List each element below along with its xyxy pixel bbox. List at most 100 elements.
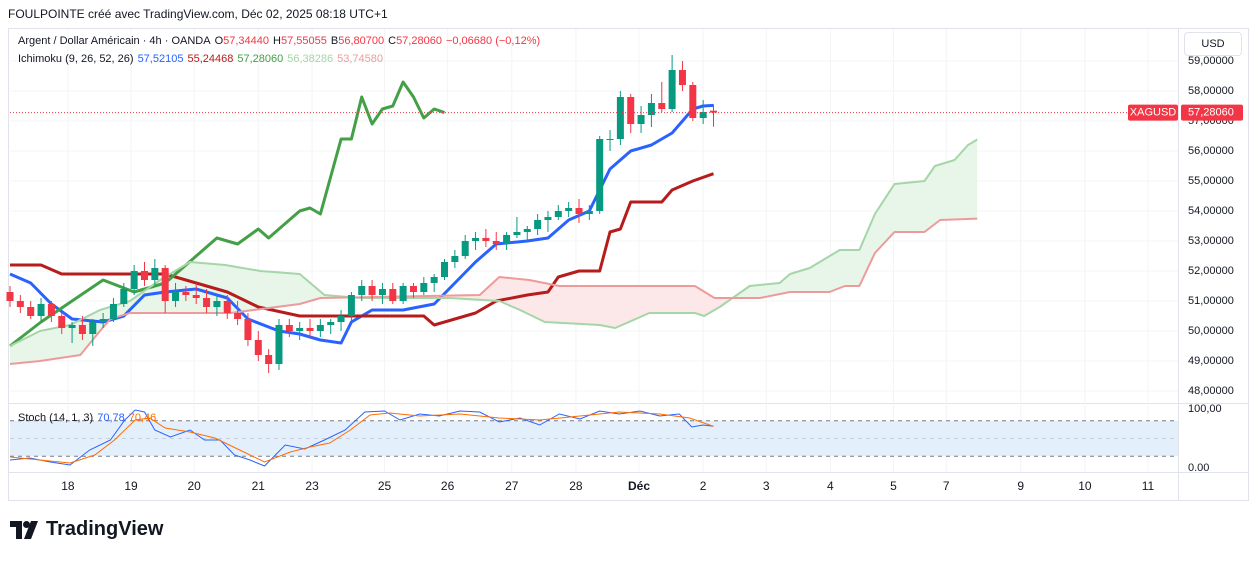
indicator-value: 57,28060 <box>237 53 284 65</box>
logo-text: TradingView <box>46 518 164 540</box>
candle-body <box>140 271 148 280</box>
ohlc-key: C <box>388 35 397 47</box>
x-tick-label: 26 <box>441 479 455 493</box>
stoch-legend: Stoch (14, 1, 3) 70,78 70,46 <box>18 412 156 424</box>
candle-body <box>109 304 117 319</box>
candle-body <box>192 295 200 298</box>
currency-button[interactable]: USD <box>1184 32 1242 56</box>
price-tag <box>1181 104 1243 121</box>
indicator-value: 53,74580 <box>337 53 384 65</box>
x-tick-label: 20 <box>187 479 201 493</box>
indicator-lines <box>9 80 978 365</box>
candle-body <box>461 241 469 256</box>
x-tick-label: 4 <box>827 479 834 493</box>
ohlc-key: H <box>273 35 281 47</box>
candle-body <box>513 232 521 235</box>
candle-body <box>244 319 252 340</box>
x-tick-label: 5 <box>890 479 897 493</box>
candle-body <box>172 292 180 301</box>
candle-body <box>472 238 480 241</box>
candle-body <box>399 286 407 301</box>
candle-body <box>47 304 55 316</box>
stoch-tick-label: 0.00 <box>1188 462 1209 474</box>
y-tick-label: 53,00000 <box>1188 235 1234 247</box>
symbol-title: Argent / Dollar Américain · 4h · OANDA <box>18 35 211 47</box>
x-tick-label: 21 <box>252 479 266 493</box>
candle-body <box>161 268 169 301</box>
candle-body <box>627 97 635 124</box>
logo-mark <box>10 520 38 539</box>
candle-body <box>306 328 314 331</box>
candle-body <box>420 283 428 292</box>
symbol-tag-label: XAGUSD <box>1130 106 1177 118</box>
stoch-tick-label: 100,00 <box>1188 403 1222 415</box>
change: −0,06680 (−0,12%) <box>445 35 541 47</box>
stoch-d-line <box>9 411 714 464</box>
x-tick-label: 25 <box>378 479 392 493</box>
kijun-line <box>10 172 714 327</box>
candle-body <box>337 316 345 322</box>
ohlc-value: 57,34440 <box>223 35 270 47</box>
candle-body <box>689 85 697 118</box>
candle-body <box>678 70 686 85</box>
y-tick-label: 49,00000 <box>1188 355 1234 367</box>
senkou-a-line <box>9 138 978 347</box>
candle-body <box>120 289 128 304</box>
indicator-value: 55,24468 <box>187 53 234 65</box>
candle-body <box>327 322 335 325</box>
x-tick-label: 19 <box>124 479 138 493</box>
y-tick-label: 56,00000 <box>1188 145 1234 157</box>
candle-body <box>234 313 242 319</box>
x-tick-label: 11 <box>1142 479 1155 493</box>
candle-body <box>409 286 417 292</box>
ohlc-key: B <box>330 35 339 47</box>
candle-body <box>503 235 511 244</box>
cloud <box>10 139 978 364</box>
y-tick-label: 50,00000 <box>1188 325 1234 337</box>
credit: FOULPOINTE créé avec TradingView.com, Dé… <box>8 7 388 21</box>
x-tick-label: 18 <box>61 479 75 493</box>
price-legend: Argent / Dollar Américain · 4h · OANDA O 5… <box>18 35 540 47</box>
candle-body <box>182 292 190 295</box>
x-tick-label: 27 <box>505 479 519 493</box>
candle-body <box>99 319 107 322</box>
indicator-title: Ichimoku (9, 26, 52, 26) <box>18 53 134 65</box>
y-tick-label: 52,00000 <box>1188 265 1234 277</box>
candle-body <box>451 256 459 262</box>
x-tick-label: 3 <box>763 479 770 493</box>
ohlc-value: 57,28060 <box>396 35 442 47</box>
candle-body <box>296 328 304 331</box>
candle-body <box>203 298 211 307</box>
candle-body <box>285 325 293 331</box>
indicator-value: 57,52105 <box>137 53 184 65</box>
x-tick-label: 10 <box>1078 479 1092 493</box>
candle-body <box>37 304 45 316</box>
candle-body <box>606 139 614 140</box>
candle-body <box>637 115 645 124</box>
chikou-line <box>9 80 445 348</box>
y-tick-label: 48,00000 <box>1188 385 1234 397</box>
x-tick-label: 7 <box>943 479 950 493</box>
y-tick-label: 58,00000 <box>1188 85 1234 97</box>
indicator-value: 56,38286 <box>287 53 334 65</box>
ohlc-key: O <box>214 35 224 47</box>
candle-body <box>16 301 24 307</box>
price-tag-label: 57,28060 <box>1188 106 1234 118</box>
candle-body <box>544 217 552 220</box>
candle-body <box>575 208 583 214</box>
candle-body <box>658 103 666 109</box>
stoch-k-line <box>9 409 714 467</box>
candle-body <box>699 112 707 118</box>
candle-body <box>616 97 624 139</box>
candle-body <box>68 325 76 328</box>
candle-body <box>265 355 273 364</box>
candle-body <box>6 292 14 301</box>
candle-body <box>585 211 593 214</box>
stoch-value: 70,78 <box>97 412 125 424</box>
cloud-bullish <box>10 139 978 364</box>
cloud-bearish <box>10 218 978 364</box>
candles <box>6 55 717 373</box>
logo: TradingView <box>10 518 163 541</box>
candle-body <box>78 325 86 334</box>
candle-body <box>430 277 438 283</box>
